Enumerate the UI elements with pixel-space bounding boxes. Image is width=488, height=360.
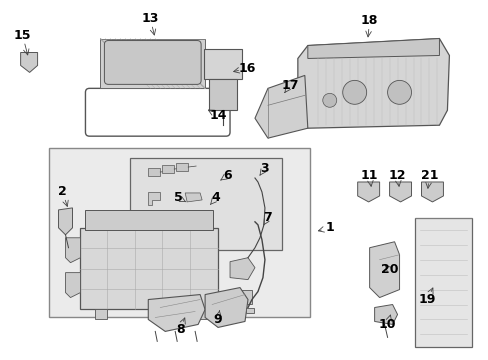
Bar — [209, 80, 237, 110]
Text: 16: 16 — [238, 62, 255, 75]
Text: 14: 14 — [209, 109, 226, 122]
Bar — [203, 49, 242, 80]
Text: 12: 12 — [388, 168, 406, 181]
Polygon shape — [176, 163, 188, 171]
Text: 8: 8 — [176, 323, 184, 336]
Text: 20: 20 — [380, 263, 398, 276]
Polygon shape — [65, 273, 81, 298]
Polygon shape — [369, 242, 399, 298]
Polygon shape — [148, 294, 204, 332]
Text: 3: 3 — [260, 162, 269, 175]
Polygon shape — [148, 168, 160, 176]
Circle shape — [387, 80, 411, 104]
Polygon shape — [59, 208, 72, 235]
Bar — [100, 39, 204, 88]
Text: 11: 11 — [360, 168, 378, 181]
Text: 2: 2 — [58, 185, 67, 198]
Bar — [130, 158, 281, 250]
Polygon shape — [389, 182, 411, 202]
Bar — [414, 218, 471, 347]
Polygon shape — [20, 53, 38, 72]
Bar — [95, 310, 107, 319]
Text: 13: 13 — [142, 12, 159, 25]
Polygon shape — [374, 305, 397, 324]
Polygon shape — [297, 39, 448, 128]
Polygon shape — [307, 39, 439, 58]
Text: 21: 21 — [420, 168, 437, 181]
Polygon shape — [357, 182, 379, 202]
Polygon shape — [65, 238, 81, 263]
Text: 19: 19 — [418, 293, 435, 306]
Text: 6: 6 — [224, 168, 232, 181]
Text: 1: 1 — [325, 221, 333, 234]
Bar — [85, 210, 213, 230]
Text: 18: 18 — [360, 14, 378, 27]
Polygon shape — [254, 75, 307, 138]
Bar — [198, 310, 210, 319]
Polygon shape — [162, 165, 174, 173]
Text: 7: 7 — [263, 211, 272, 224]
Circle shape — [342, 80, 366, 104]
Text: 10: 10 — [378, 318, 396, 331]
Text: 9: 9 — [213, 313, 222, 326]
Text: 5: 5 — [173, 192, 182, 204]
Polygon shape — [148, 192, 160, 205]
Bar — [245, 307, 253, 314]
Text: 17: 17 — [281, 79, 298, 92]
Bar — [81, 228, 218, 310]
Polygon shape — [229, 258, 254, 280]
Text: 4: 4 — [211, 192, 220, 204]
Circle shape — [322, 93, 336, 107]
FancyBboxPatch shape — [104, 41, 201, 84]
Polygon shape — [421, 182, 443, 202]
Text: 15: 15 — [14, 29, 31, 42]
Polygon shape — [204, 288, 247, 328]
Bar — [48, 148, 309, 318]
Bar — [229, 289, 251, 303]
Polygon shape — [185, 193, 202, 202]
